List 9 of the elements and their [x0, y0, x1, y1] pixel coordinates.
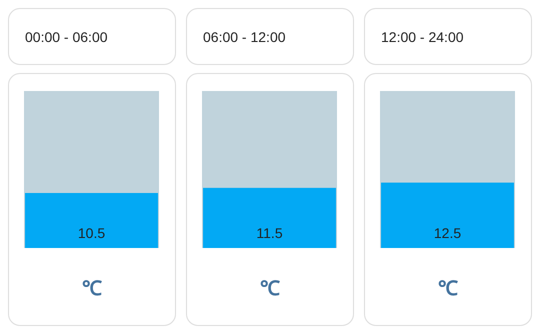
chart-title: 00:00 - 06:00	[25, 28, 108, 44]
chart-title: 12:00 - 24:00	[381, 28, 464, 44]
data-label: 10.5	[78, 224, 106, 241]
data-label: 12.5	[434, 224, 462, 241]
x-axis-title: ℃	[437, 277, 459, 301]
x-axis-title: ℃	[259, 277, 281, 301]
chart-title: 06:00 - 12:00	[203, 28, 286, 44]
data-label: 11.5	[256, 224, 283, 241]
x-axis-title: ℃	[81, 277, 103, 301]
